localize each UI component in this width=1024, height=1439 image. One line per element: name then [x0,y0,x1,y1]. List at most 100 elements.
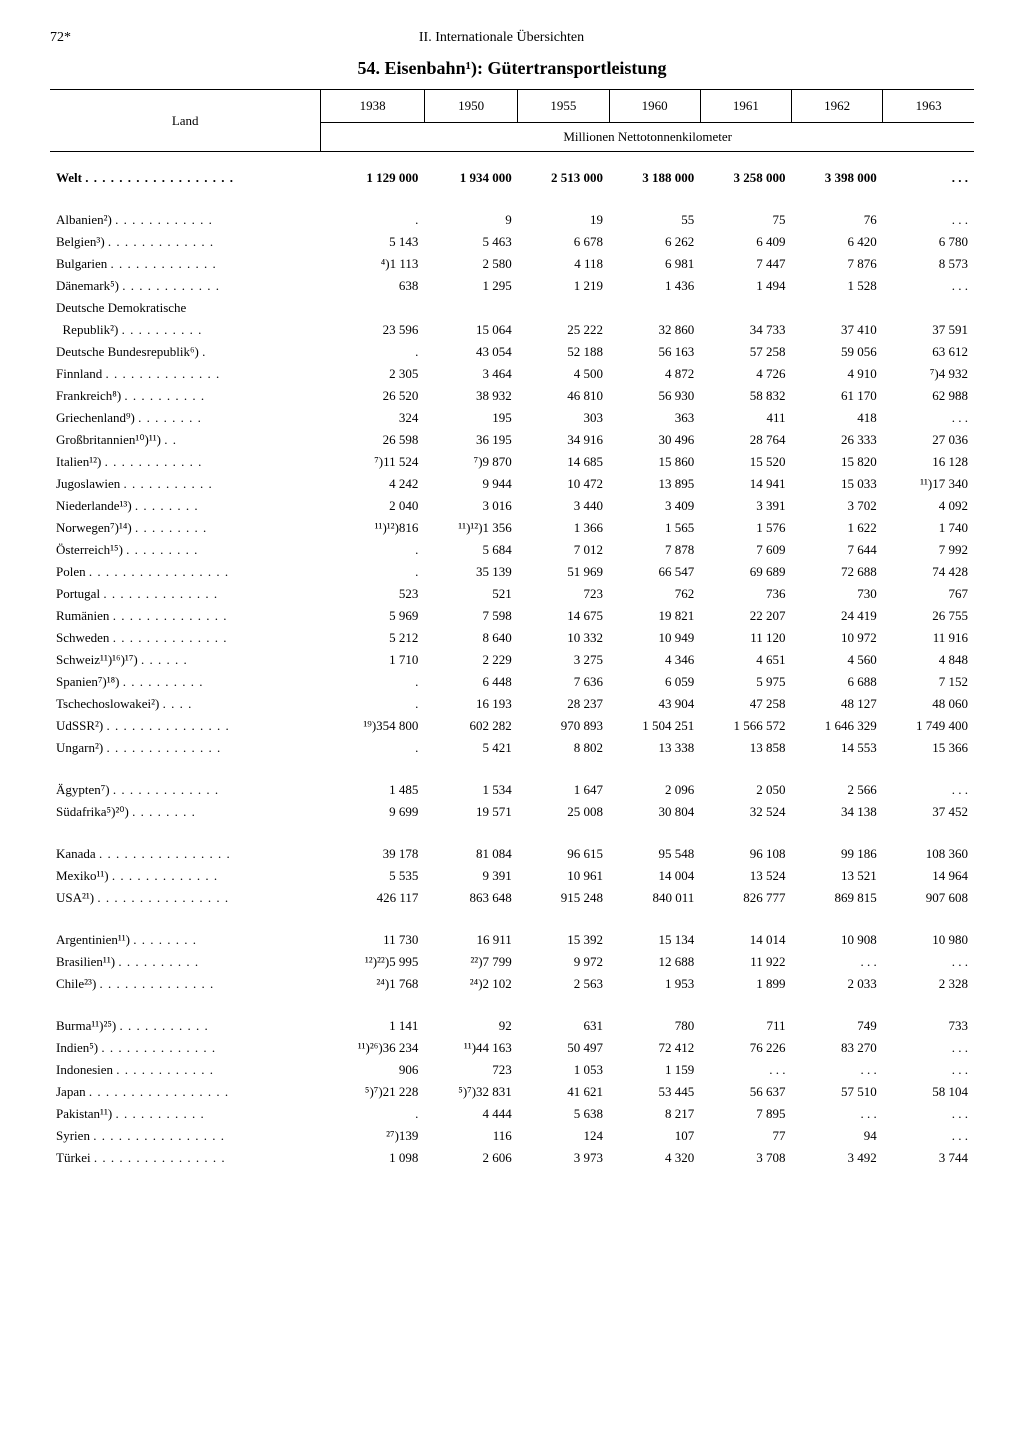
value-cell: 970 893 [518,715,609,737]
value-cell: 92 [424,1015,517,1037]
value-cell: 14 014 [700,929,791,951]
value-cell: 869 815 [791,887,882,909]
value-cell: ¹²)²²)5 995 [321,951,425,973]
value-cell: ²⁴)1 768 [321,973,425,995]
value-cell: 63 612 [883,341,974,363]
value-cell: 363 [609,407,700,429]
value-cell: 62 988 [883,385,974,407]
value-cell: 1 710 [321,649,425,671]
value-cell: 10 472 [518,473,609,495]
col-year-0: 1938 [321,90,425,123]
value-cell: 1 295 [424,275,517,297]
value-cell: 1 098 [321,1147,425,1169]
value-cell: 1 740 [883,517,974,539]
value-cell: 780 [609,1015,700,1037]
value-cell: 10 980 [883,929,974,951]
value-cell: 4 242 [321,473,425,495]
country-cell: Jugoslawien . . . . . . . . . . . [50,473,321,495]
value-cell: 8 573 [883,253,974,275]
value-cell: . [321,561,425,583]
value-cell: 8 217 [609,1103,700,1125]
value-cell: 3 188 000 [609,152,700,190]
value-cell: 1 953 [609,973,700,995]
value-cell: 826 777 [700,887,791,909]
value-cell: 1 053 [518,1059,609,1081]
country-cell: Ägypten⁷) . . . . . . . . . . . . . [50,779,321,801]
value-cell: 26 755 [883,605,974,627]
value-cell: 2 328 [883,973,974,995]
value-cell: 7 012 [518,539,609,561]
value-cell: 95 548 [609,843,700,865]
value-cell: 15 392 [518,929,609,951]
value-cell: ¹¹)¹²)816 [321,517,425,539]
value-cell: 8 640 [424,627,517,649]
value-cell: 99 186 [791,843,882,865]
value-cell: 15 033 [791,473,882,495]
value-cell: 2 033 [791,973,882,995]
value-cell: 48 127 [791,693,882,715]
value-cell: 76 226 [700,1037,791,1059]
value-cell: 41 621 [518,1081,609,1103]
value-cell: 5 421 [424,737,517,759]
value-cell: 76 [791,209,882,231]
value-cell: 762 [609,583,700,605]
value-cell: 1 899 [700,973,791,995]
value-cell: 57 510 [791,1081,882,1103]
value-cell: 5 684 [424,539,517,561]
value-cell: . . . [791,951,882,973]
country-cell: Griechenland⁹) . . . . . . . . [50,407,321,429]
value-cell: 58 832 [700,385,791,407]
value-cell: 7 636 [518,671,609,693]
value-cell: 74 428 [883,561,974,583]
value-cell: 3 258 000 [700,152,791,190]
value-cell: 840 011 [609,887,700,909]
value-cell: 94 [791,1125,882,1147]
country-cell: Ungarn²) . . . . . . . . . . . . . . [50,737,321,759]
value-cell: 66 547 [609,561,700,583]
value-cell: . [321,341,425,363]
value-cell: 7 644 [791,539,882,561]
col-year-3: 1960 [609,90,700,123]
value-cell: 749 [791,1015,882,1037]
value-cell: 16 128 [883,451,974,473]
value-cell: 30 496 [609,429,700,451]
value-cell: 426 117 [321,887,425,909]
value-cell: 7 895 [700,1103,791,1125]
country-cell: Argentinien¹¹) . . . . . . . . [50,929,321,951]
value-cell: 55 [609,209,700,231]
value-cell: 3 016 [424,495,517,517]
value-cell: 723 [424,1059,517,1081]
value-cell: 3 744 [883,1147,974,1169]
value-cell: ⁴)1 113 [321,253,425,275]
value-cell: 47 258 [700,693,791,715]
value-cell: ⁷)9 870 [424,451,517,473]
country-cell: Niederlande¹³) . . . . . . . . [50,495,321,517]
col-year-4: 1961 [700,90,791,123]
value-cell: 1 366 [518,517,609,539]
value-cell: 19 [518,209,609,231]
value-cell: 36 195 [424,429,517,451]
value-cell: 46 810 [518,385,609,407]
value-cell: 32 860 [609,319,700,341]
value-cell: 72 412 [609,1037,700,1059]
value-cell: 38 932 [424,385,517,407]
value-cell: 61 170 [791,385,882,407]
value-cell: 56 930 [609,385,700,407]
value-cell: 7 609 [700,539,791,561]
value-cell: 733 [883,1015,974,1037]
value-cell: 303 [518,407,609,429]
value-cell: 736 [700,583,791,605]
value-cell: ⁷)4 932 [883,363,974,385]
value-cell: 6 448 [424,671,517,693]
value-cell: 411 [700,407,791,429]
value-cell: 19 571 [424,801,517,823]
value-cell: 5 969 [321,605,425,627]
col-year-2: 1955 [518,90,609,123]
value-cell: 2 563 [518,973,609,995]
country-cell: Deutsche Demokratische [50,297,321,319]
country-cell: Chile²³) . . . . . . . . . . . . . . [50,973,321,995]
value-cell: 324 [321,407,425,429]
value-cell: 15 134 [609,929,700,951]
value-cell: 521 [424,583,517,605]
value-cell: 4 092 [883,495,974,517]
